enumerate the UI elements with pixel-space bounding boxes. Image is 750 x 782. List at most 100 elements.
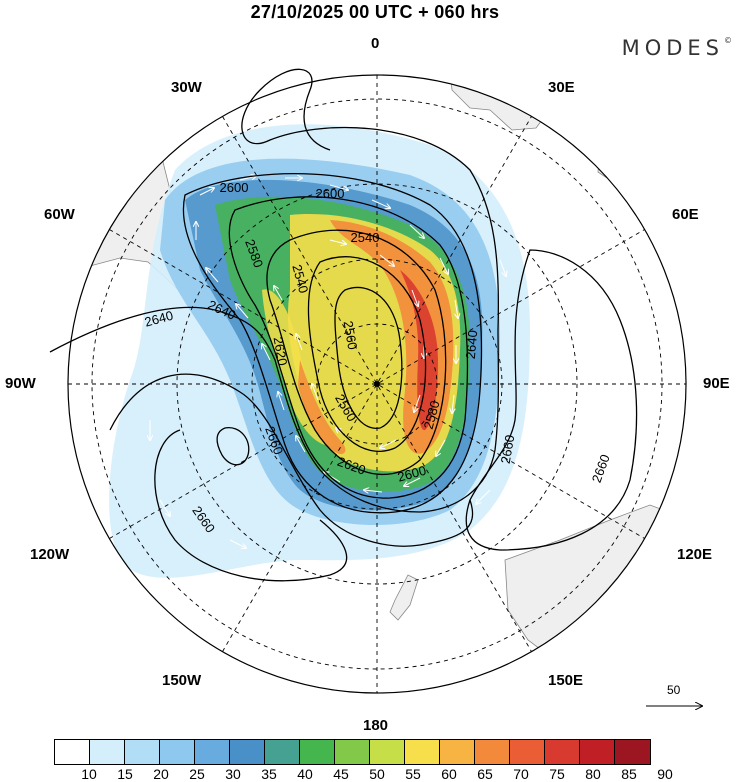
wind-vector	[159, 499, 170, 516]
wind-vector	[296, 436, 306, 453]
colorbar-tick-label: 85	[621, 766, 637, 782]
wind-vector	[206, 268, 219, 283]
wind-vector	[436, 439, 446, 456]
meridian-30	[222, 116, 532, 652]
wind-vector	[274, 286, 283, 301]
wind-vector	[229, 539, 246, 548]
colorbar-swatch	[195, 740, 230, 764]
contour-label: 2600	[220, 180, 249, 195]
wind-vector	[371, 199, 390, 208]
modes-logo: MODES©	[622, 36, 732, 60]
colorbar-tick-label: 30	[225, 766, 241, 782]
contour-2660-east	[465, 249, 638, 551]
wind-vector	[476, 489, 491, 504]
colorbar-ticks: 10 15 20 25 30 35 40 45 50 55 60 65 70 75 80 85 90	[0, 766, 750, 782]
map-title: 27/10/2025 00 UTC + 060 hrs	[250, 2, 500, 22]
wind-vector	[236, 304, 249, 319]
wind-vector	[312, 384, 319, 401]
meridian-120	[109, 229, 645, 539]
colorbar-tick-label: 15	[117, 766, 133, 782]
colorbar-tick-label: 10	[81, 766, 97, 782]
colorbar-swatch	[475, 740, 510, 764]
brand-text: MODES	[621, 36, 724, 60]
wind-vector	[329, 184, 348, 190]
colorbar-swatch	[405, 740, 440, 764]
colorbar-swatch	[335, 740, 370, 764]
contour-2580	[266, 229, 447, 476]
contour-label: 2580	[421, 399, 443, 431]
label-30e: 30E	[548, 79, 575, 96]
colorbar-tick-label: 25	[189, 766, 205, 782]
map-boundary	[67, 74, 687, 694]
label-60e: 60E	[672, 206, 699, 223]
contour-2620	[182, 172, 483, 514]
contour-label: 2600	[316, 186, 345, 201]
wind-band-left-yellow	[262, 289, 335, 446]
wind-vector	[380, 439, 397, 448]
colorbar-tick-label: 75	[549, 766, 565, 782]
madagascar-land	[597, 141, 623, 181]
wind-vector	[379, 254, 394, 266]
contour-2540-inner	[334, 286, 403, 429]
colorbar-swatch	[545, 740, 580, 764]
colorbar-swatch	[580, 740, 615, 764]
label-120e: 120E	[677, 546, 713, 563]
vector-scale-label: 50	[667, 683, 681, 697]
colorbar-tick-label: 70	[513, 766, 529, 782]
new-zealand-land	[389, 574, 419, 621]
colorbar-tick-label: 45	[333, 766, 349, 782]
colorbar-swatch	[90, 740, 125, 764]
label-30w: 30W	[171, 79, 202, 96]
contour-2660-loop	[154, 429, 348, 582]
contour-label: 2560	[341, 320, 361, 351]
colorbar-tick-label: 65	[477, 766, 493, 782]
contour-2640	[49, 68, 500, 513]
colorbar-swatch	[160, 740, 195, 764]
colorbar-swatch	[300, 740, 335, 764]
label-150e: 150E	[548, 672, 584, 689]
contour-label: 2640	[143, 308, 175, 330]
colorbar-tick-label: 20	[153, 766, 169, 782]
copyright-mark: ©	[724, 36, 732, 45]
colorbar-tick-label: 55	[405, 766, 421, 782]
contour-label: 2540	[289, 263, 311, 295]
label-0: 0	[371, 35, 380, 52]
colorbar-tick-label: 60	[441, 766, 457, 782]
wind-vector	[329, 239, 346, 244]
contour-label: 2660	[589, 452, 613, 484]
contour-label: 2600	[396, 463, 428, 485]
wind-vectors	[150, 176, 506, 548]
colorbar-swatch	[265, 740, 300, 764]
meridian-150	[222, 116, 532, 652]
contour-2600	[228, 196, 469, 499]
wind-vector	[278, 392, 285, 411]
wind-vector	[439, 257, 448, 274]
contour-label: 2540	[351, 230, 380, 245]
height-contours	[49, 68, 638, 582]
colorbar-tick-label: 90	[657, 766, 673, 782]
graticule	[68, 75, 686, 693]
colorbar-swatch	[55, 740, 90, 764]
contour-2660-small	[216, 427, 250, 466]
label-180: 180	[363, 717, 389, 734]
contour-2660-south	[109, 373, 474, 547]
contour-label: 2620	[271, 336, 291, 367]
colorbar-swatch	[440, 740, 475, 764]
colorbar	[54, 739, 651, 765]
label-90w: 90W	[5, 375, 36, 392]
label-150w: 150W	[162, 672, 202, 689]
wind-vector	[414, 394, 421, 412]
wind-vector	[499, 259, 506, 276]
wind-vector	[262, 344, 271, 361]
label-120w: 120W	[30, 546, 70, 563]
wind-vector	[455, 299, 458, 318]
australia-land	[504, 504, 686, 669]
colorbar-swatch	[370, 740, 405, 764]
meridian-60	[109, 229, 645, 539]
south-pole-marker	[374, 381, 380, 387]
latitude-circle-3	[176, 183, 578, 585]
colorbar-swatch	[510, 740, 545, 764]
wind-band-75	[400, 270, 438, 431]
colorbar-swatch	[125, 740, 160, 764]
